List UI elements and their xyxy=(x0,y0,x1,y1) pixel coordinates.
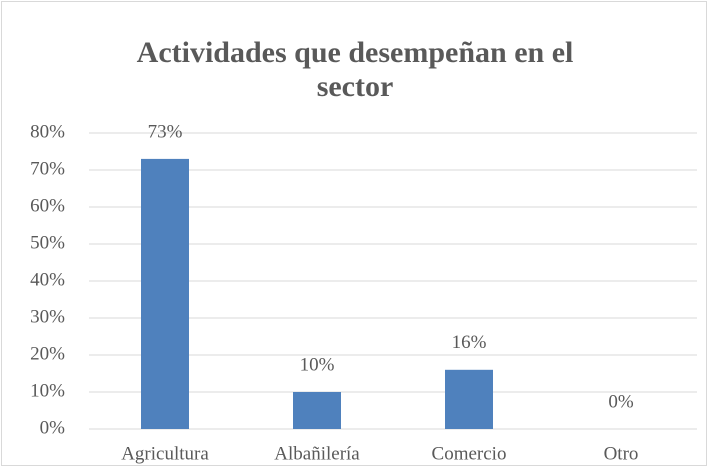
chart-title: Actividades que desempeñan en el sector xyxy=(136,36,574,103)
y-tick-label: 70% xyxy=(30,158,65,179)
y-tick-label: 30% xyxy=(30,306,65,327)
y-tick-label: 0% xyxy=(40,417,66,438)
y-tick-label: 40% xyxy=(30,269,65,290)
data-label: 0% xyxy=(608,391,634,412)
x-tick-label: Albañilería xyxy=(274,443,360,464)
bar xyxy=(293,392,341,429)
data-label: 16% xyxy=(452,332,487,353)
x-tick-label: Comercio xyxy=(432,443,507,464)
data-label: 73% xyxy=(148,121,183,142)
y-tick-label: 50% xyxy=(30,232,65,253)
bar xyxy=(141,158,189,429)
x-tick-label: Agricultura xyxy=(121,443,209,464)
x-tick-label: Otro xyxy=(604,443,639,464)
y-tick-label: 20% xyxy=(30,343,65,364)
data-label: 10% xyxy=(300,354,335,375)
bar xyxy=(445,369,493,429)
y-tick-label: 80% xyxy=(30,121,65,142)
y-tick-label: 10% xyxy=(30,380,65,401)
y-tick-label: 60% xyxy=(30,195,65,216)
